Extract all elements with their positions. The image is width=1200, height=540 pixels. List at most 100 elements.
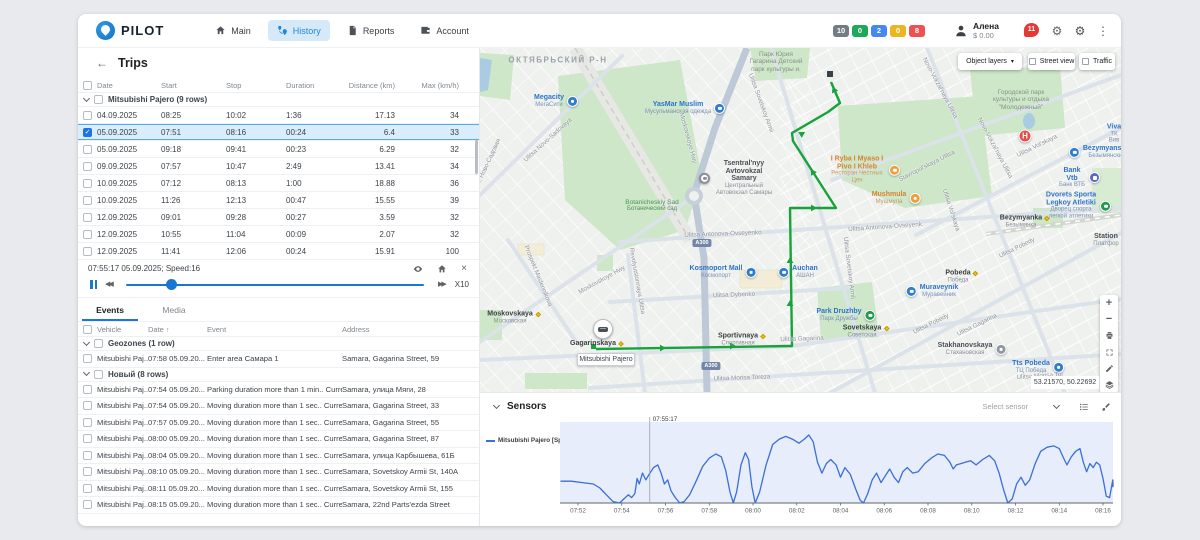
traffic-toggle[interactable]: Traffic	[1079, 53, 1115, 70]
counter-badge[interactable]: 8	[909, 25, 925, 37]
col-duration[interactable]: Duration	[286, 81, 348, 90]
trip-row[interactable]: ✓05.09.202507:5108:1600:246.433	[78, 124, 479, 141]
counter-badge[interactable]: 0	[890, 25, 906, 37]
event-row[interactable]: Mitsubishi Paj...08:10 05.09.20...Moving…	[78, 464, 479, 481]
row-checkbox[interactable]	[83, 484, 92, 493]
col-vehicle[interactable]: Vehicle	[97, 325, 148, 334]
back-button[interactable]: ←	[96, 56, 108, 70]
event-row[interactable]: Mitsubishi Paj...08:11 05.09.20...Moving…	[78, 481, 479, 498]
trip-row[interactable]: 04.09.202508:2510:021:3617.1334	[78, 107, 479, 124]
collapse-icon[interactable]	[83, 369, 90, 376]
close-playback-icon[interactable]: ×	[461, 264, 467, 274]
eye-icon[interactable]	[413, 264, 423, 274]
trips-group-row[interactable]: Mitsubishi Pajero (9 rows)	[78, 93, 479, 107]
zoom-in-button[interactable]: +	[1100, 295, 1118, 311]
events-group-row[interactable]: Новый (8 rows)	[78, 368, 479, 382]
group-checkbox[interactable]	[94, 370, 103, 379]
col-address[interactable]: Address	[342, 325, 471, 334]
trip-row[interactable]: 12.09.202511:4112:0600:2415.91100	[78, 243, 479, 260]
home-follow-icon[interactable]	[437, 264, 447, 274]
row-checkbox[interactable]	[83, 401, 92, 410]
slider-knob[interactable]	[166, 279, 177, 290]
playback-speed[interactable]: X10	[455, 280, 469, 289]
notifications-button[interactable]: 11	[1024, 23, 1042, 39]
layers-button[interactable]	[1100, 376, 1118, 392]
frame-select-button[interactable]	[1100, 344, 1118, 360]
collapse-icon[interactable]	[83, 94, 90, 101]
rewind-button[interactable]: ◀◀	[105, 280, 112, 288]
col-date[interactable]: Date	[97, 81, 161, 90]
row-checkbox[interactable]	[83, 247, 92, 256]
object-layers-dropdown[interactable]: Object layers▾	[958, 53, 1022, 70]
row-checkbox[interactable]	[83, 418, 92, 427]
street-view-checkbox[interactable]	[1029, 58, 1036, 65]
pause-button[interactable]	[90, 280, 97, 289]
row-checkbox[interactable]: ✓	[83, 128, 92, 137]
row-checkbox[interactable]	[83, 467, 92, 476]
tools-gear-icon[interactable]: ⚙	[1072, 23, 1088, 39]
counter-badge[interactable]: 10	[833, 25, 849, 37]
trip-row[interactable]: 10.09.202511:2612:1300:4715.5539	[78, 192, 479, 209]
street-view-toggle[interactable]: Street view	[1028, 53, 1075, 70]
row-checkbox[interactable]	[83, 196, 92, 205]
counter-badge[interactable]: 2	[871, 25, 887, 37]
trip-row[interactable]: 09.09.202507:5710:472:4913.4134	[78, 158, 479, 175]
events-group-row[interactable]: Geozones (1 row)	[78, 337, 479, 351]
vehicle-marker[interactable]	[593, 319, 613, 339]
tab-events[interactable]: Events	[78, 298, 142, 321]
nav-main[interactable]: Main	[206, 20, 260, 41]
event-row[interactable]: Mitsubishi Paj...07:54 05.09.20...Parkin…	[78, 382, 479, 399]
col-max[interactable]: Max (km/h)	[395, 81, 459, 90]
row-checkbox[interactable]	[83, 500, 92, 509]
select-all-trips-checkbox[interactable]	[83, 81, 92, 90]
tab-media[interactable]: Media	[142, 298, 206, 321]
row-checkbox[interactable]	[83, 162, 92, 171]
scrollbar[interactable]	[475, 140, 478, 174]
row-checkbox[interactable]	[83, 230, 92, 239]
col-event-date[interactable]: Date ↑	[148, 325, 207, 334]
zoom-out-button[interactable]: −	[1100, 311, 1118, 327]
col-distance[interactable]: Distance (km)	[348, 81, 395, 90]
nav-reports[interactable]: Reports	[338, 20, 404, 41]
fast-forward-button[interactable]: ▶▶	[438, 280, 445, 288]
group-checkbox[interactable]	[94, 95, 103, 104]
ruler-pencil-button[interactable]	[1100, 360, 1118, 376]
trip-row[interactable]: 12.09.202509:0109:2800:273.5932	[78, 209, 479, 226]
row-checkbox[interactable]	[83, 179, 92, 188]
vehicle-label[interactable]: Mitsubishi Pajero	[577, 353, 635, 366]
event-row[interactable]: Mitsubishi Paj...07:58 05.09.20...Enter …	[78, 351, 479, 368]
brand-logo[interactable]: PILOT	[96, 21, 164, 40]
row-checkbox[interactable]	[83, 434, 92, 443]
traffic-checkbox[interactable]	[1082, 58, 1089, 65]
nav-account[interactable]: Account	[411, 20, 478, 41]
col-start[interactable]: Start	[161, 81, 226, 90]
speed-chart[interactable]: 07:5207:5407:5607:5808:0008:0208:0408:06…	[480, 393, 1121, 526]
group-checkbox[interactable]	[94, 339, 103, 348]
event-row[interactable]: Mitsubishi Paj...07:54 05.09.20...Moving…	[78, 398, 479, 415]
row-checkbox[interactable]	[83, 451, 92, 460]
event-row[interactable]: Mitsubishi Paj...08:00 05.09.20...Moving…	[78, 431, 479, 448]
trip-row[interactable]: 12.09.202510:5511:0400:092.0732	[78, 226, 479, 243]
print-button[interactable]	[1100, 328, 1118, 344]
row-checkbox[interactable]	[83, 385, 92, 394]
event-row[interactable]: Mitsubishi Paj...08:04 05.09.20...Moving…	[78, 448, 479, 465]
counter-badge[interactable]: 0	[852, 25, 868, 37]
playback-slider[interactable]	[126, 279, 424, 289]
row-checkbox[interactable]	[83, 111, 92, 120]
row-checkbox[interactable]	[83, 145, 92, 154]
trip-row[interactable]: 05.09.202509:1809:4100:236.2932	[78, 141, 479, 158]
nav-history[interactable]: History	[268, 20, 330, 41]
event-row[interactable]: Mitsubishi Paj...07:57 05.09.20...Moving…	[78, 415, 479, 432]
user-menu[interactable]: Алена $ 0.00	[954, 21, 999, 40]
map-viewport[interactable]: ОКТЯБРЬСКИЙ Р-НMegacityМегаСитиYasMar Mu…	[480, 48, 1121, 393]
event-row[interactable]: Mitsubishi Paj...08:15 05.09.20...Moving…	[78, 497, 479, 514]
col-stop[interactable]: Stop	[226, 81, 286, 90]
select-all-events-checkbox[interactable]	[83, 325, 92, 334]
row-checkbox[interactable]	[83, 354, 92, 363]
col-event[interactable]: Event	[207, 325, 342, 334]
kebab-menu-icon[interactable]: ⋮	[1095, 23, 1111, 39]
trip-row[interactable]: 10.09.202507:1208:131:0018.8836	[78, 175, 479, 192]
row-checkbox[interactable]	[83, 213, 92, 222]
collapse-icon[interactable]	[83, 338, 90, 345]
settings-gear-icon[interactable]: ⚙	[1049, 23, 1065, 39]
